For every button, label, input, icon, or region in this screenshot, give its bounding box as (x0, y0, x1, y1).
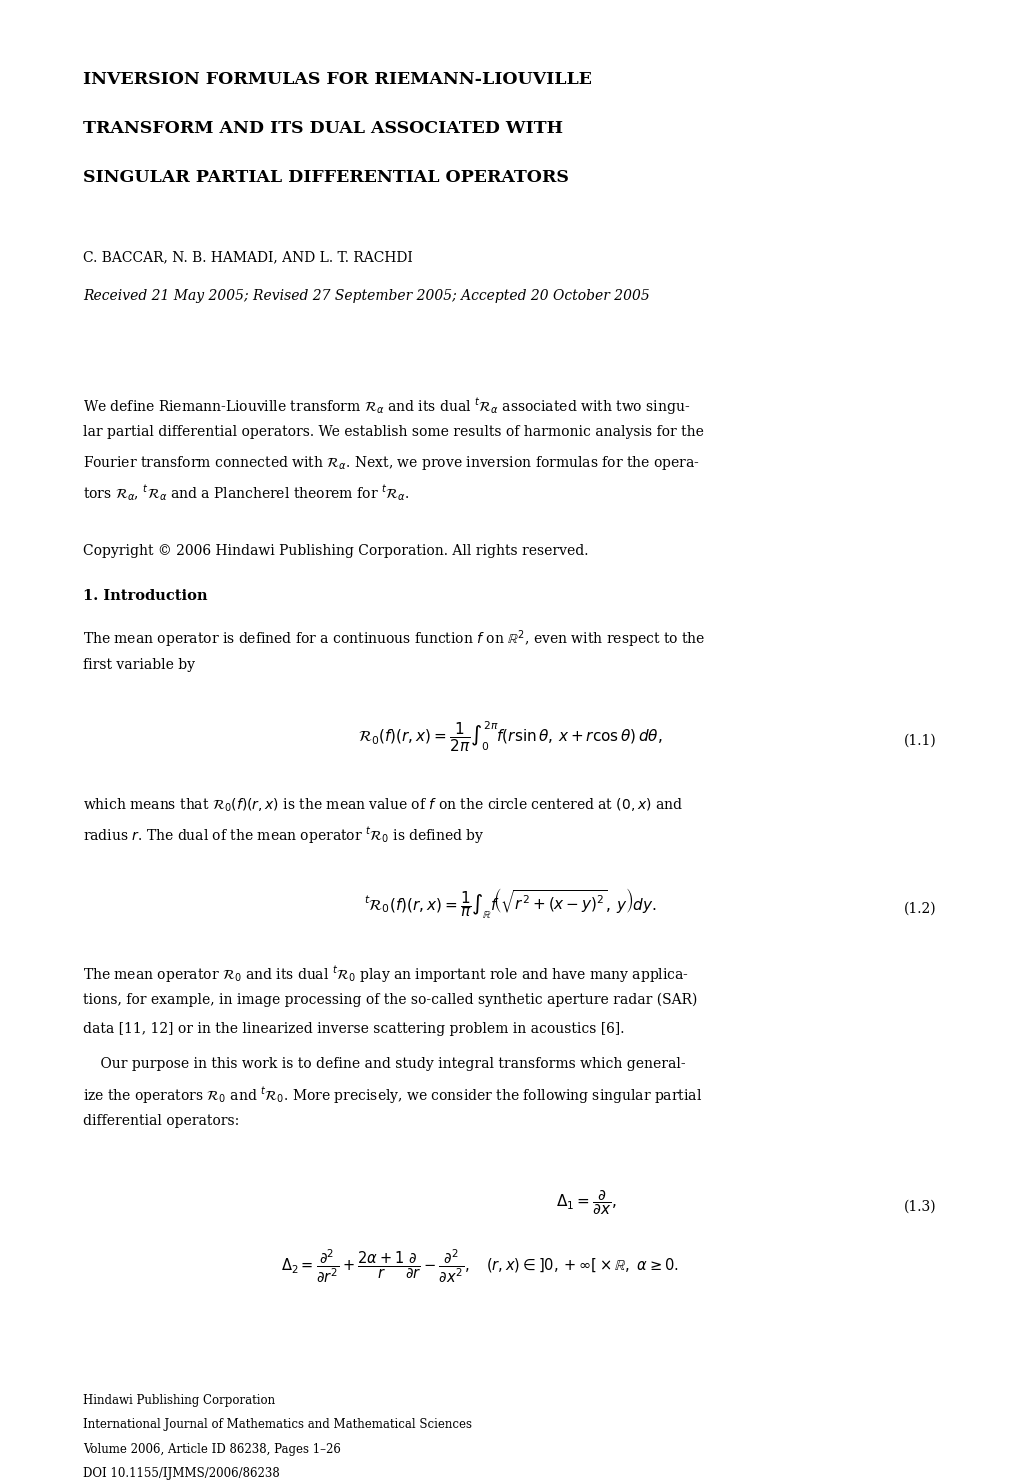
Text: which means that $\mathcal{R}_0(f)(r,x)$ is the mean value of $f$ on the circle : which means that $\mathcal{R}_0(f)(r,x)$… (83, 796, 683, 814)
Text: data [11, 12] or in the linearized inverse scattering problem in acoustics [6].: data [11, 12] or in the linearized inver… (83, 1022, 624, 1035)
Text: (1.3): (1.3) (904, 1200, 936, 1213)
Text: DOI 10.1155/IJMMS/2006/86238: DOI 10.1155/IJMMS/2006/86238 (83, 1468, 279, 1480)
Text: tions, for example, in image processing of the so-called synthetic aperture rada: tions, for example, in image processing … (83, 994, 697, 1007)
Text: Copyright © 2006 Hindawi Publishing Corporation. All rights reserved.: Copyright © 2006 Hindawi Publishing Corp… (83, 544, 588, 558)
Text: Fourier transform connected with $\mathcal{R}_\alpha$. Next, we prove inversion : Fourier transform connected with $\mathc… (83, 454, 699, 472)
Text: $\Delta_1 = \dfrac{\partial}{\partial x},$: $\Delta_1 = \dfrac{\partial}{\partial x}… (555, 1188, 616, 1216)
Text: $\mathcal{R}_0(f)(r,x) = \dfrac{1}{2\pi}\int_0^{2\pi} f(r\sin\theta,\, x+r\cos\t: $\mathcal{R}_0(f)(r,x) = \dfrac{1}{2\pi}… (358, 719, 661, 753)
Text: We define Riemann-Liouville transform $\mathcal{R}_\alpha$ and its dual ${}^t\ma: We define Riemann-Liouville transform $\… (83, 396, 690, 417)
Text: tors $\mathcal{R}_\alpha$, ${}^t\mathcal{R}_\alpha$ and a Plancherel theorem for: tors $\mathcal{R}_\alpha$, ${}^t\mathcal… (83, 483, 409, 503)
Text: Received 21 May 2005; Revised 27 September 2005; Accepted 20 October 2005: Received 21 May 2005; Revised 27 Septemb… (83, 289, 649, 303)
Text: SINGULAR PARTIAL DIFFERENTIAL OPERATORS: SINGULAR PARTIAL DIFFERENTIAL OPERATORS (83, 169, 569, 185)
Text: C. BACCAR, N. B. HAMADI, AND L. T. RACHDI: C. BACCAR, N. B. HAMADI, AND L. T. RACHD… (83, 251, 413, 264)
Text: first variable by: first variable by (83, 658, 195, 672)
Text: ize the operators $\mathcal{R}_0$ and ${}^t\mathcal{R}_0$. More precisely, we co: ize the operators $\mathcal{R}_0$ and ${… (83, 1086, 701, 1106)
Text: Our purpose in this work is to define and study integral transforms which genera: Our purpose in this work is to define an… (83, 1057, 685, 1071)
Text: INVERSION FORMULAS FOR RIEMANN-LIOUVILLE: INVERSION FORMULAS FOR RIEMANN-LIOUVILLE (83, 71, 591, 87)
Text: lar partial differential operators. We establish some results of harmonic analys: lar partial differential operators. We e… (83, 424, 703, 439)
Text: International Journal of Mathematics and Mathematical Sciences: International Journal of Mathematics and… (83, 1418, 472, 1431)
Text: Volume 2006, Article ID 86238, Pages 1–26: Volume 2006, Article ID 86238, Pages 1–2… (83, 1443, 340, 1456)
Text: radius $r$. The dual of the mean operator ${}^t\mathcal{R}_0$ is defined by: radius $r$. The dual of the mean operato… (83, 826, 484, 845)
Text: The mean operator $\mathcal{R}_0$ and its dual ${}^t\mathcal{R}_0$ play an impor: The mean operator $\mathcal{R}_0$ and it… (83, 964, 689, 985)
Text: $\Delta_2 = \dfrac{\partial^2}{\partial r^2} + \dfrac{2\alpha+1}{r}\dfrac{\parti: $\Delta_2 = \dfrac{\partial^2}{\partial … (280, 1247, 678, 1286)
Text: (1.1): (1.1) (904, 734, 936, 747)
Text: Hindawi Publishing Corporation: Hindawi Publishing Corporation (83, 1394, 275, 1407)
Text: The mean operator is defined for a continuous function $f$ on $\mathbb{R}^2$, ev: The mean operator is defined for a conti… (83, 629, 705, 651)
Text: TRANSFORM AND ITS DUAL ASSOCIATED WITH: TRANSFORM AND ITS DUAL ASSOCIATED WITH (83, 120, 562, 136)
Text: differential operators:: differential operators: (83, 1115, 239, 1129)
Text: (1.2): (1.2) (904, 902, 936, 915)
Text: 1. Introduction: 1. Introduction (83, 589, 207, 602)
Text: ${}^t\mathcal{R}_0(f)(r,x) = \dfrac{1}{\pi}\int_{\mathbb{R}} f\!\left(\sqrt{r^2+: ${}^t\mathcal{R}_0(f)(r,x) = \dfrac{1}{\… (363, 887, 656, 921)
